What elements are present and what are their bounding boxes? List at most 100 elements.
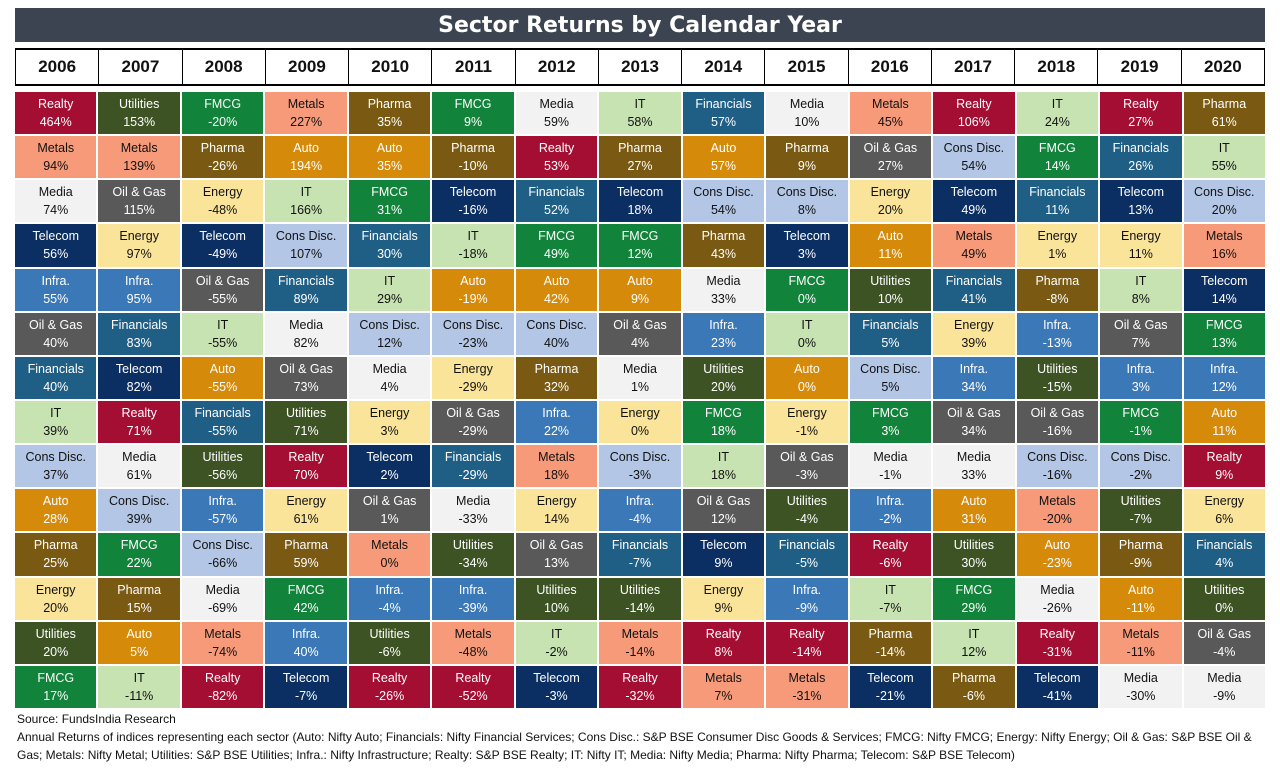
cell-2017-rank-1: Realty 106% [933, 92, 1015, 135]
return-value: -16% [1042, 424, 1072, 439]
return-value: -41% [1042, 688, 1072, 703]
sector-label: Telecom [1200, 273, 1248, 288]
return-value: 166% [290, 203, 323, 218]
cell-2007-rank-3: Oil & Gas 115% [98, 180, 180, 223]
return-value: 12% [627, 247, 653, 262]
return-value: 23% [710, 335, 736, 350]
return-value: 18% [627, 203, 653, 218]
return-value: -7% [879, 600, 902, 615]
return-value: 59% [544, 115, 570, 130]
sector-label: Media [205, 582, 240, 597]
return-value: 7% [714, 688, 733, 703]
cell-2008-rank-2: Pharma -26% [181, 136, 264, 179]
sector-label: Pharma [951, 670, 996, 685]
sector-label: IT [968, 626, 980, 641]
cell-2014-rank-10: Oil & Gas 12% [682, 489, 765, 532]
cell-2016-rank-10: Infra. -2% [849, 489, 932, 532]
sector-label: Realty [705, 626, 742, 641]
sector-label: Auto [961, 494, 987, 509]
return-value: 20% [1211, 203, 1237, 218]
return-value: 97% [126, 247, 152, 262]
return-value: 1% [380, 512, 399, 527]
sector-label: Utilities [1120, 494, 1161, 509]
return-value: 9% [714, 600, 733, 615]
return-value: -13% [1042, 335, 1072, 350]
return-value: -30% [1126, 688, 1156, 703]
return-value: -55% [208, 424, 238, 439]
sector-label: Infra. [792, 582, 822, 597]
cell-2007-rank-4: Energy 97% [98, 224, 180, 267]
return-value: -2% [1129, 468, 1152, 483]
sector-label: Pharma [1035, 273, 1080, 288]
cell-2006-rank-10: Auto 28% [15, 489, 97, 532]
sector-label: Media [539, 97, 574, 112]
sector-label: Auto [376, 141, 403, 156]
return-value: 71% [126, 424, 152, 439]
cell-2017-rank-13: IT 12% [933, 621, 1015, 664]
cell-2015-rank-3: Cons Disc. 8% [766, 180, 848, 223]
sector-label: Media [873, 450, 908, 465]
return-value: -31% [1042, 644, 1072, 659]
return-value: 34% [961, 424, 987, 439]
cell-2013-rank-4: FMCG 12% [599, 224, 681, 267]
sector-label: IT [467, 229, 479, 244]
sector-label: Cons Disc. [693, 185, 754, 200]
cell-2015-rank-10: Utilities -4% [766, 489, 848, 532]
sector-label: FMCG [705, 406, 742, 421]
cell-2012-rank-10: Energy 14% [515, 489, 598, 532]
cell-2006-rank-7: Financials 40% [15, 356, 97, 399]
cell-2020-rank-4: Metals 16% [1183, 224, 1265, 267]
sector-label: Telecom [32, 229, 79, 244]
returns-grid: Realty 464% Metals 94% Media 74% Telecom 56% Inf… [15, 92, 1265, 708]
sector-label: Utilities [870, 273, 911, 288]
sector-label: Cons Disc. [275, 229, 337, 244]
sector-label: Oil & Gas [780, 450, 834, 465]
return-value: 20% [877, 203, 903, 218]
cell-2006-rank-1: Realty 464% [15, 92, 97, 135]
sector-label: Media [122, 450, 157, 465]
cell-2017-rank-14: Pharma -6% [933, 665, 1015, 708]
return-value: 58% [627, 115, 653, 130]
sector-label: Pharma [284, 538, 329, 553]
cell-2017-rank-6: Energy 39% [933, 312, 1015, 355]
cell-2011-rank-9: Financials -29% [432, 445, 514, 488]
return-value: 95% [126, 291, 152, 306]
cell-2013-rank-3: Telecom 18% [599, 180, 681, 223]
return-value: 73% [293, 379, 319, 394]
return-value: 25% [43, 556, 69, 571]
return-value: 5% [881, 335, 900, 350]
cell-2011-rank-5: Auto -19% [432, 268, 514, 311]
cell-2018-rank-9: Cons Disc. -16% [1016, 445, 1099, 488]
cell-2007-rank-14: IT -11% [98, 665, 180, 708]
return-value: 61% [293, 512, 319, 527]
year-header-2009: 2009 [266, 50, 350, 84]
cell-2014-rank-5: Media 33% [682, 268, 765, 311]
cell-2011-rank-13: Metals -48% [432, 621, 514, 664]
sector-label: Telecom [867, 670, 914, 685]
return-value: 52% [544, 203, 570, 218]
sector-label: Pharma [785, 141, 829, 156]
return-value: -74% [208, 644, 238, 659]
footer: Source: FundsIndia Research Annual Retur… [17, 710, 1267, 764]
sector-label: Media [1123, 670, 1158, 685]
return-value: -11% [125, 688, 154, 703]
return-value: -2% [545, 644, 568, 659]
cell-2014-rank-2: Auto 57% [682, 136, 765, 179]
return-value: 4% [380, 379, 399, 394]
return-value: 29% [961, 600, 987, 615]
cell-2010-rank-1: Pharma 35% [348, 92, 431, 135]
cell-2015-rank-4: Telecom 3% [766, 224, 848, 267]
sector-label: FMCG [454, 97, 492, 112]
return-value: 1% [630, 379, 650, 394]
return-value: -7% [628, 556, 652, 571]
cell-2018-rank-5: Pharma -8% [1016, 268, 1099, 311]
source-note: Source: FundsIndia Research [17, 712, 176, 726]
year-header-2008: 2008 [183, 50, 266, 84]
sector-label: Utilities [786, 494, 828, 509]
return-value: 40% [544, 335, 570, 350]
cell-2015-rank-11: Financials -5% [766, 533, 848, 576]
return-value: 31% [961, 512, 987, 527]
sector-label: Infra. [1126, 361, 1156, 376]
return-value: 0% [1215, 600, 1234, 615]
sector-label: Telecom [282, 670, 330, 685]
